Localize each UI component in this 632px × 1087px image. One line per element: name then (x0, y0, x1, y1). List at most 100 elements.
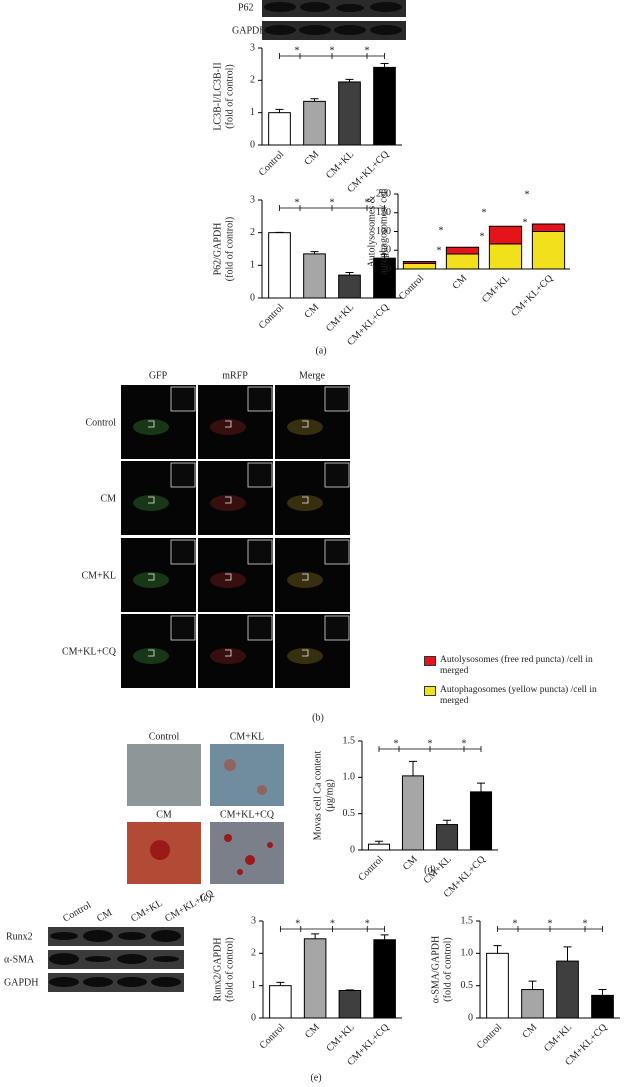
error-bar (310, 98, 319, 102)
error-bar (380, 63, 389, 68)
y-tick-label: 200 (376, 188, 391, 199)
significance-star: * (428, 738, 433, 749)
y-tick-label: 1 (250, 260, 255, 271)
image-label: Control (149, 731, 180, 742)
y-tick-label: 0 (350, 844, 355, 855)
y-tick-label: 0 (386, 263, 391, 274)
bar-segment (488, 243, 523, 270)
x-tick-label: Control (257, 302, 287, 332)
bar-segment (531, 231, 566, 270)
x-tick-label: CM+KL (324, 1022, 356, 1054)
inset (324, 462, 350, 488)
row-label: CM+KL+CQ (62, 646, 117, 657)
bar (338, 990, 362, 1019)
bar (373, 939, 396, 1019)
y-tick-label: 0.5 (461, 980, 474, 991)
stain-spots (224, 759, 267, 795)
error-bar (375, 840, 383, 845)
bar (367, 843, 391, 851)
row-label: Control (85, 417, 116, 428)
inset (324, 615, 350, 641)
bar-segment (488, 225, 523, 245)
y-tick-label: 0.5 (343, 808, 356, 819)
roi-marker (148, 496, 155, 504)
blot-bands (264, 2, 402, 35)
microscopy-grid: GFP mRFP Merge Control CM CM+KL CM+KL+CQ (62, 370, 350, 688)
significance-star: * (513, 918, 518, 929)
y-tick-label: 1.0 (343, 772, 356, 783)
x-tick-label: Control (356, 854, 386, 884)
y-tick-label: 2 (250, 227, 255, 238)
column-label: Merge (299, 370, 325, 381)
y-axis-label: LC3B-I/LC3B-II (212, 62, 223, 130)
error-bar (310, 251, 319, 254)
bar (268, 232, 291, 299)
inset (170, 615, 196, 641)
y-tick-label: 100 (376, 226, 391, 237)
x-tick-label: CM+KL (324, 149, 356, 181)
significance-star: * (365, 45, 370, 56)
x-tick-label: CM (520, 1022, 539, 1041)
significance-star: * (480, 231, 485, 242)
y-axis-label: (fold of control) (442, 937, 453, 1001)
significance-star: * (330, 45, 335, 56)
error-bar (493, 945, 502, 954)
blot-row (262, 21, 406, 40)
blot-label: α-SMA (4, 954, 35, 965)
inset (170, 539, 196, 565)
y-tick-label: 150 (376, 207, 391, 218)
x-tick-label: CM+KL (542, 1022, 574, 1054)
y-axis-label: Movas cell Ca content (312, 750, 323, 840)
stain-image (127, 744, 201, 806)
inset (247, 615, 273, 641)
panel-label: (d) (424, 864, 436, 875)
blot-row (262, 0, 406, 17)
inset (324, 386, 350, 412)
image-label: CM+KL+CQ (220, 809, 275, 820)
lane-label: CM (95, 907, 114, 924)
x-tick-label: Control (397, 273, 427, 303)
roi-marker (148, 573, 155, 581)
error-bar (345, 272, 354, 276)
significance-star: * (295, 197, 300, 208)
x-tick-label: CM (302, 302, 321, 321)
row-label: CM (100, 493, 116, 504)
roi-marker (225, 496, 232, 504)
y-axis-label: autophagosomes/ cell (378, 188, 389, 275)
x-tick-label: CM (302, 149, 321, 168)
blot-label: GAPDH (4, 977, 38, 988)
error-bar (598, 989, 607, 996)
significance-bracket (279, 53, 385, 59)
legend-swatch (424, 656, 436, 666)
bar-segment (445, 253, 480, 270)
significance-star: * (523, 217, 528, 228)
y-tick-label: 2 (250, 75, 255, 86)
error-bar (345, 78, 354, 82)
inset (247, 539, 273, 565)
stain-spots (150, 834, 273, 875)
y-tick-label: 0 (250, 292, 255, 303)
x-tick-label: CM (303, 1022, 322, 1041)
inset (247, 386, 273, 412)
error-bar (345, 989, 354, 991)
bar (338, 274, 361, 299)
y-tick-label: 0 (250, 139, 255, 150)
row-label: CM+KL (81, 570, 116, 581)
y-axis-label: P62/GAPDH (212, 223, 223, 276)
legend-label: Autophagosomes (yellow puncta) /cell in … (440, 685, 597, 706)
bar (556, 960, 579, 1019)
legend-entry: Autolysosomes (free red puncta) /cell in… (424, 655, 615, 677)
roi-marker (225, 420, 232, 428)
column-label: GFP (149, 370, 168, 381)
bar (303, 253, 326, 299)
image-label: CM+KL (230, 731, 265, 742)
x-tick-label: CM (401, 854, 420, 873)
stain-image (210, 822, 284, 884)
y-axis-label: (fold of control) (224, 217, 235, 281)
inset (247, 462, 273, 488)
y-tick-label: 0 (468, 1012, 473, 1023)
roi-marker (302, 573, 309, 581)
roi-marker (148, 649, 155, 657)
roi-marker (302, 496, 309, 504)
